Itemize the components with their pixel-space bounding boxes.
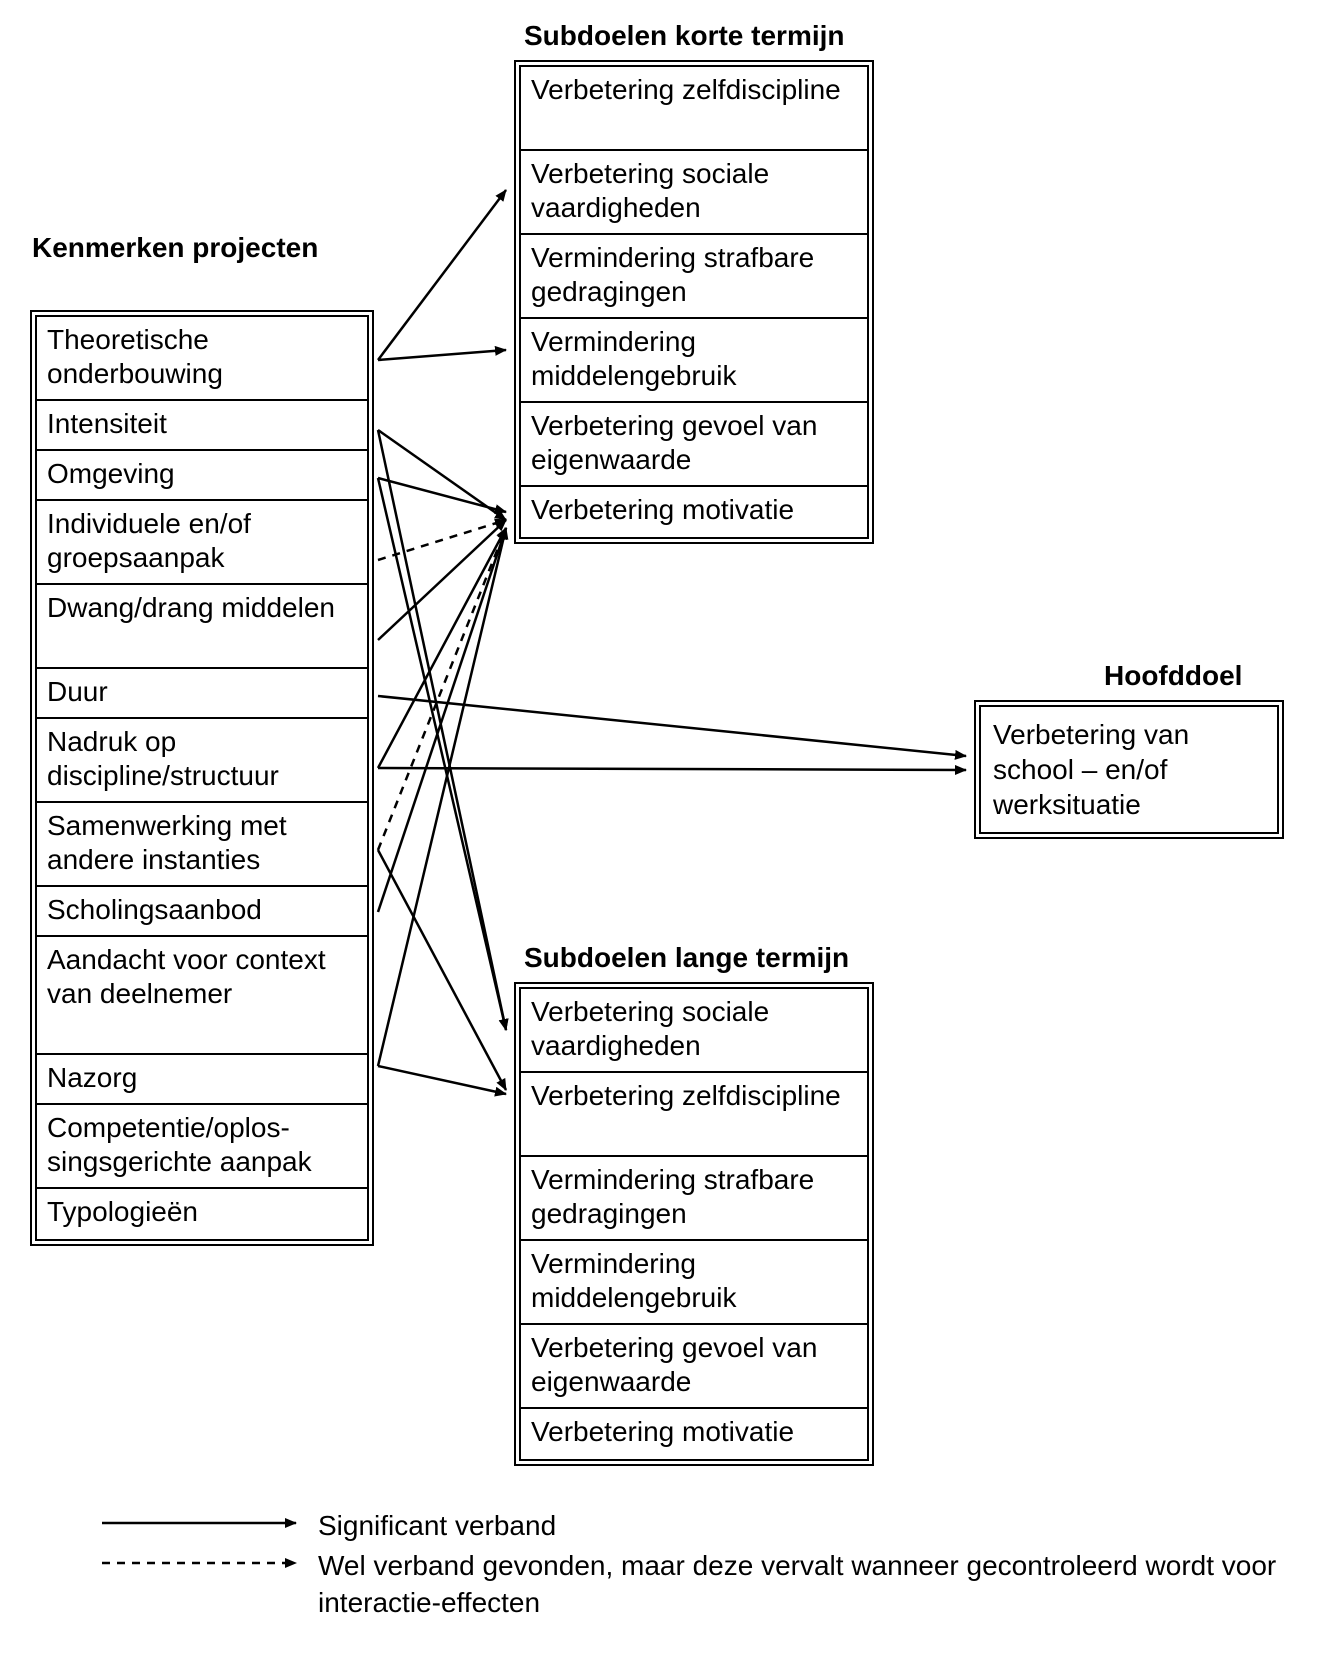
edge-arrow (378, 696, 966, 756)
edge-arrow (378, 528, 506, 768)
kenmerken-item: Aandacht voor context van deelnemer (37, 937, 367, 1055)
legend-solid-arrow-icon (100, 1508, 300, 1538)
legend-row: Wel verband gevonden, maar deze vervalt … (100, 1548, 1290, 1621)
subdoelen_kort-item: Verbetering zelfdiscipline (521, 67, 867, 151)
subdoelen_lang-inner: Verbetering sociale vaardighedenVerbeter… (519, 987, 869, 1461)
hoofddoel-text: Verbetering van school – en/of werksitua… (979, 705, 1279, 834)
subdoelen_lang-item: Verbetering sociale vaardigheden (521, 989, 867, 1073)
subdoelen_kort-box: Verbetering zelfdisciplineVerbetering so… (514, 60, 874, 544)
kenmerken-item: Samenwerking met andere instanties (37, 803, 367, 887)
subdoelen_kort-item: Verbetering gevoel van eigenwaarde (521, 403, 867, 487)
kenmerken-item: Omgeving (37, 451, 367, 501)
kenmerken-item: Individuele en/of groepsaanpak (37, 501, 367, 585)
edge-arrow (378, 430, 506, 520)
subdoelen_lang-box: Verbetering sociale vaardighedenVerbeter… (514, 982, 874, 1466)
kenmerken-item: Nazorg (37, 1055, 367, 1105)
kenmerken-item: Duur (37, 669, 367, 719)
hoofddoel-title: Hoofddoel (1104, 660, 1242, 692)
legend-row: Significant verband (100, 1508, 1290, 1544)
kenmerken-item: Theoretische onderbouwing (37, 317, 367, 401)
legend-label: Wel verband gevonden, maar deze vervalt … (300, 1548, 1290, 1621)
edge-arrow (378, 350, 506, 360)
subdoelen_kort-item: Vermindering strafbare gedragingen (521, 235, 867, 319)
kenmerken-item: Competentie/oplos-singsgerichte aanpak (37, 1105, 367, 1189)
subdoelen_lang-item: Verbetering motivatie (521, 1409, 867, 1459)
edge-arrow (378, 1066, 506, 1094)
edge-arrow (378, 190, 506, 360)
edge-arrow (378, 528, 506, 1066)
kenmerken-title: Kenmerken projecten (32, 232, 318, 264)
subdoelen_kort-item: Verbetering motivatie (521, 487, 867, 537)
subdoelen_lang-item: Vermindering strafbare gedragingen (521, 1157, 867, 1241)
subdoelen_kort-title: Subdoelen korte termijn (524, 20, 845, 52)
legend-label: Significant verband (300, 1508, 1290, 1544)
edge-arrow (378, 520, 506, 560)
legend-dashed-arrow-icon (100, 1548, 300, 1578)
kenmerken-item: Intensiteit (37, 401, 367, 451)
kenmerken-item: Dwang/drang middelen (37, 585, 367, 669)
edge-arrow (378, 528, 506, 912)
subdoelen_lang-item: Verbetering zelfdiscipline (521, 1073, 867, 1157)
diagram-canvas: Kenmerken projecten Theoretische onderbou… (0, 0, 1320, 1676)
kenmerken-box: Theoretische onderbouwingIntensiteitOmge… (30, 310, 374, 1246)
kenmerken-inner: Theoretische onderbouwingIntensiteitOmge… (35, 315, 369, 1241)
subdoelen_lang-item: Vermindering middelengebruik (521, 1241, 867, 1325)
subdoelen_kort-inner: Verbetering zelfdisciplineVerbetering so… (519, 65, 869, 539)
edge-arrow (378, 528, 506, 850)
kenmerken-item: Typologieën (37, 1189, 367, 1239)
edge-arrow (378, 768, 966, 770)
edge-arrow (378, 520, 506, 640)
hoofddoel-box: Verbetering van school – en/of werksitua… (974, 700, 1284, 839)
edge-arrow (378, 478, 506, 1030)
subdoelen_kort-item: Verbetering sociale vaardigheden (521, 151, 867, 235)
edge-arrow (378, 478, 506, 512)
subdoelen_lang-title: Subdoelen lange termijn (524, 942, 849, 974)
subdoelen_lang-item: Verbetering gevoel van eigenwaarde (521, 1325, 867, 1409)
edge-arrow (378, 850, 506, 1090)
legend: Significant verband Wel verband gevonden,… (100, 1508, 1290, 1625)
subdoelen_kort-item: Vermindering middelengebruik (521, 319, 867, 403)
edge-arrow (378, 430, 506, 1030)
kenmerken-item: Nadruk op discipline/structuur (37, 719, 367, 803)
kenmerken-item: Scholingsaanbod (37, 887, 367, 937)
